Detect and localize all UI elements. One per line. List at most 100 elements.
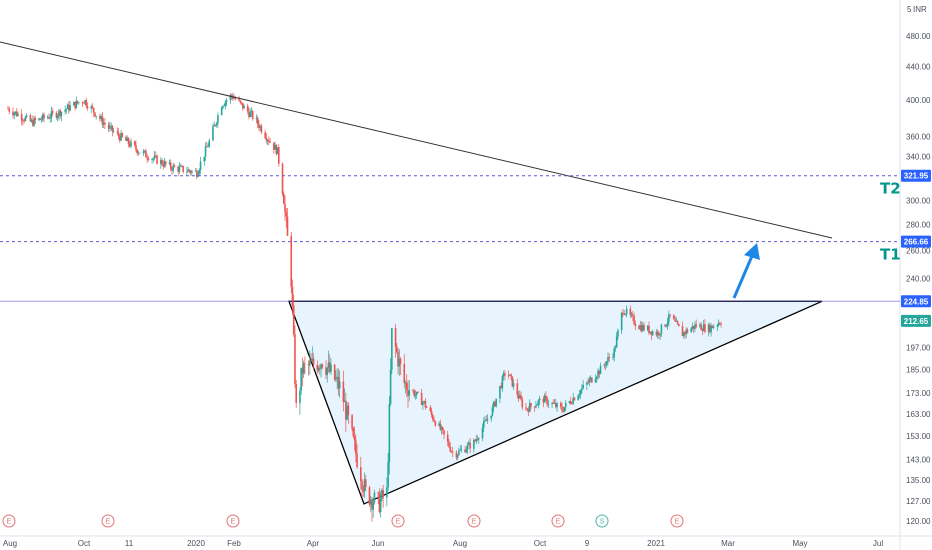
breakout-arrow-shaft: [732, 255, 754, 299]
candle-body: [507, 375, 510, 377]
candle-body: [665, 325, 668, 327]
candle-body: [99, 115, 101, 119]
candle-body: [325, 367, 327, 376]
y-tick-label: 173.00: [906, 389, 931, 398]
event-marker: [101, 514, 115, 528]
candle-body: [516, 383, 519, 395]
long-term-trendline: [0, 41, 833, 239]
x-tick-label: 9: [585, 539, 590, 548]
candle-body: [632, 314, 634, 316]
target-annotation: T1: [880, 246, 901, 264]
candle-body: [118, 136, 121, 141]
candle-body: [85, 100, 88, 107]
candle-body: [109, 126, 111, 129]
candle-body: [664, 324, 666, 327]
candle-body: [607, 357, 609, 362]
candle-body: [194, 170, 197, 172]
candle-body: [65, 108, 68, 110]
candle-body: [388, 403, 391, 463]
y-tick-label: 120.00: [906, 517, 931, 526]
candle-body: [92, 107, 95, 113]
candle-body: [377, 492, 379, 494]
candle-body: [256, 117, 259, 124]
currency-prefix-label: 5: [907, 5, 912, 14]
candle-body: [309, 360, 311, 366]
candle-body: [120, 133, 122, 141]
candle-body: [561, 406, 563, 411]
candle-body: [335, 378, 337, 380]
candle-body: [276, 147, 279, 155]
candle-body: [222, 106, 224, 108]
candle-body: [623, 313, 625, 315]
candle-body: [274, 144, 276, 150]
candle-body: [362, 489, 365, 492]
candle-body: [23, 120, 25, 122]
candle-body: [475, 439, 478, 442]
candle-body: [199, 161, 202, 170]
candle-body: [542, 398, 545, 403]
candle-body: [450, 451, 453, 453]
candle-body: [559, 403, 562, 407]
candle-body: [669, 314, 671, 316]
candle-body: [704, 324, 706, 332]
candle-body: [39, 118, 42, 120]
candle-body: [658, 332, 660, 336]
candle-body: [486, 418, 489, 421]
candle-body: [690, 328, 693, 333]
candle-body: [413, 390, 416, 397]
candle-body: [301, 367, 304, 374]
candle-body: [91, 106, 94, 108]
candle-body: [378, 493, 381, 513]
candle-body: [76, 100, 79, 104]
candle-body: [604, 364, 607, 366]
candle-body: [648, 325, 650, 334]
event-marker-label: E: [675, 519, 680, 526]
candle-body: [294, 333, 296, 385]
candle-body: [639, 325, 642, 330]
candle-body: [594, 378, 597, 383]
candle-body: [481, 427, 484, 439]
candle-body: [204, 146, 207, 157]
candle-body: [255, 117, 258, 119]
candle-body: [30, 119, 33, 122]
y-tick-label: 153.00: [906, 432, 931, 441]
candle-body: [692, 326, 695, 329]
candle-body: [686, 329, 689, 333]
candle-body: [455, 452, 458, 458]
candle-body: [363, 479, 366, 492]
x-tick-label: Apr: [307, 539, 320, 548]
candle-body: [159, 160, 162, 164]
event-marker: [467, 514, 481, 528]
candle-body: [291, 286, 294, 306]
candle-body: [536, 404, 538, 406]
price-axis[interactable]: 120.00 127.00 135.00 143.00 153.00 163.00 173.…: [906, 32, 931, 526]
candle-body: [243, 105, 245, 109]
candle-body: [250, 111, 253, 113]
candle-body: [43, 114, 45, 119]
y-tick-label: 197.00: [906, 344, 931, 353]
candle-body: [33, 118, 35, 126]
candle-body: [241, 103, 244, 109]
candle-body: [527, 409, 530, 412]
time-axis[interactable]: Aug Oct 11 2020 Feb Apr Jun Aug Oct 9 2021 Mar May Ju…: [3, 539, 883, 548]
candle-body: [173, 165, 176, 167]
candle-body: [684, 332, 686, 335]
price-level-tag: [901, 295, 931, 308]
candle-body: [681, 326, 684, 337]
candle-body: [673, 315, 675, 320]
candle-body: [465, 449, 468, 453]
candle-body: [112, 131, 115, 133]
current-price-tag: [901, 314, 931, 327]
candle-body: [578, 394, 581, 396]
y-tick-label: 440.00: [906, 62, 931, 71]
candle-body: [571, 403, 573, 405]
candle-body: [213, 125, 216, 127]
candle-body: [240, 102, 243, 104]
candle-body: [448, 441, 450, 447]
candle-body: [248, 111, 250, 118]
candle-body: [269, 142, 271, 143]
candle-body: [207, 146, 209, 148]
